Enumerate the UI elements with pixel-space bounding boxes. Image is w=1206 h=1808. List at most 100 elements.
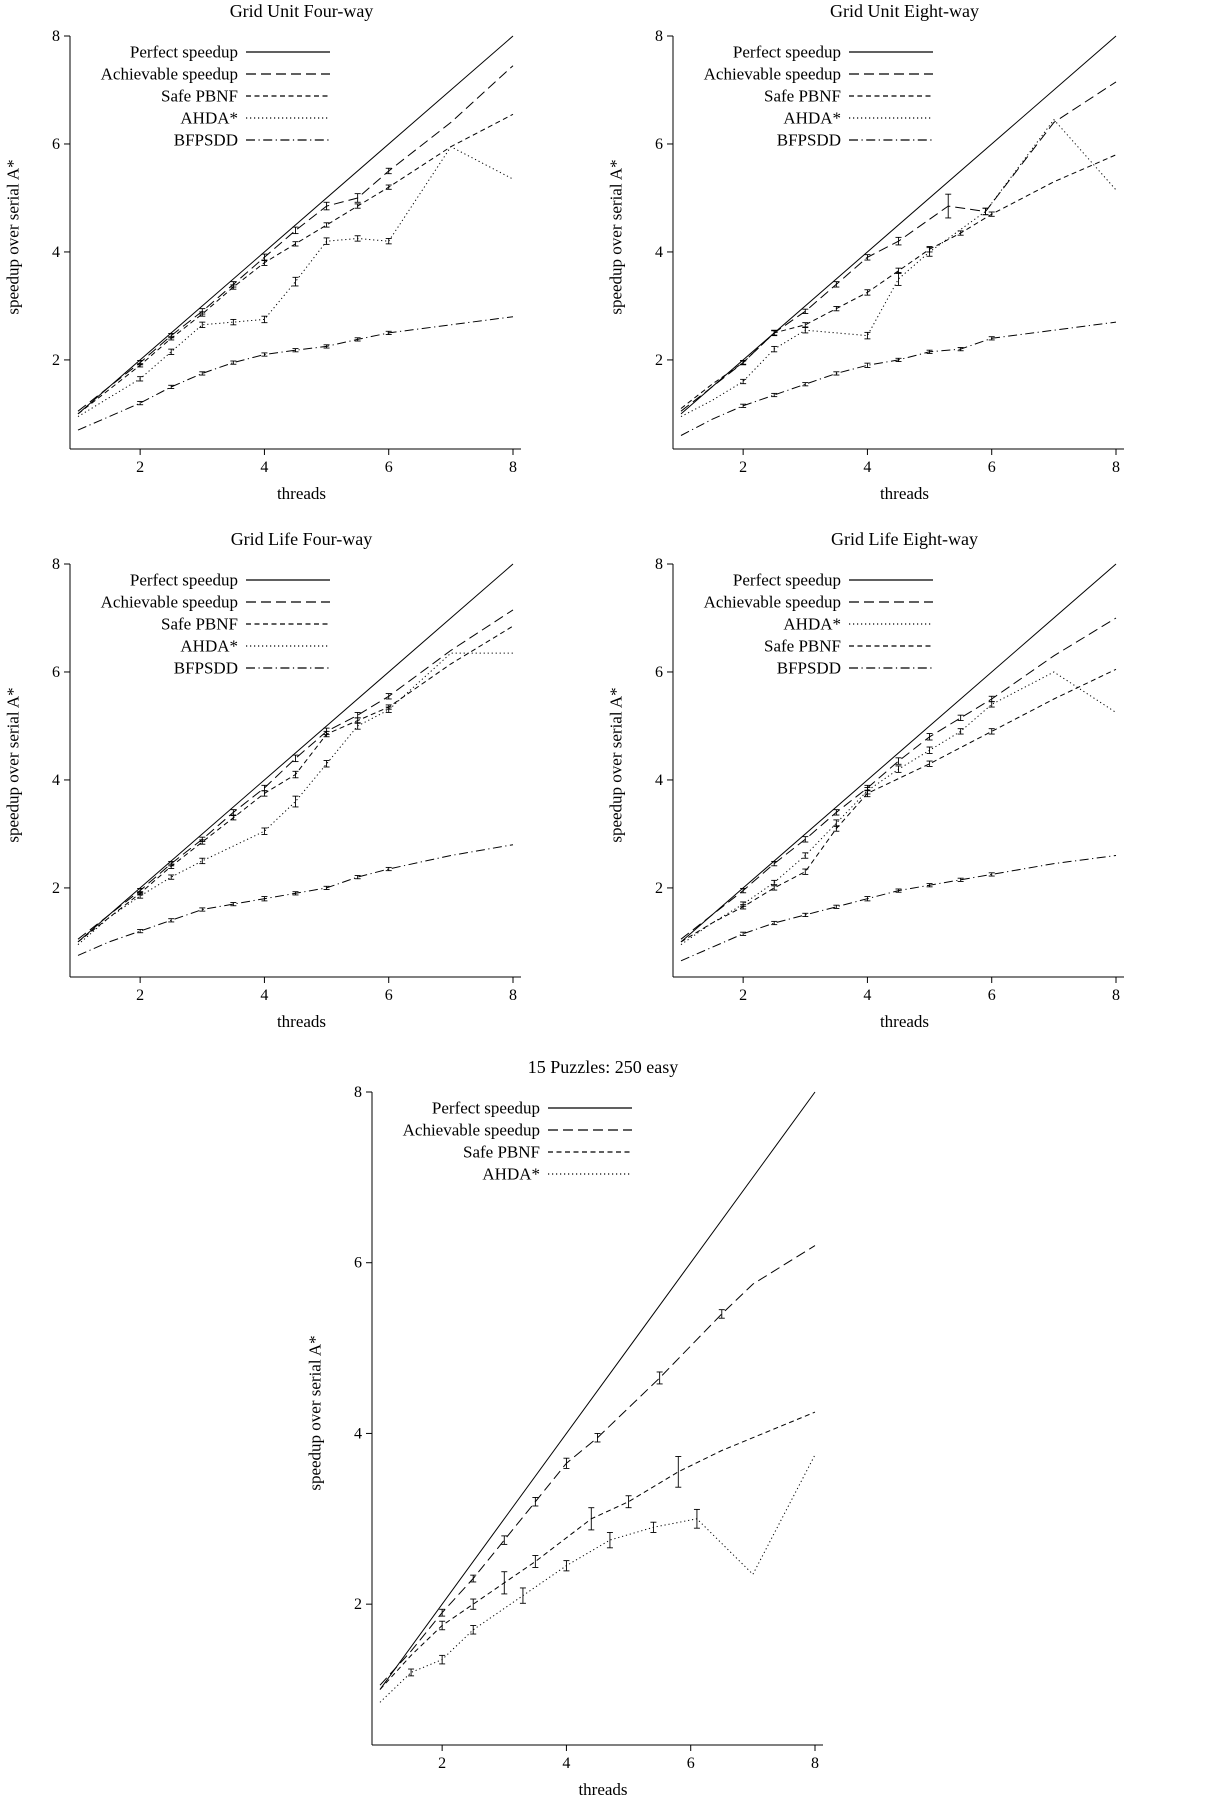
legend: Perfect speedup Achievable speedup Safe PB… xyxy=(704,43,933,150)
legend-label-ahda: AHDA* xyxy=(783,109,841,128)
x-axis-label: threads xyxy=(276,484,327,503)
chart-canvas: 2 4 6 8 2 4 6 8 Perfect speedup Achievable speedu… xyxy=(603,550,1206,1015)
error-bars-ahda xyxy=(137,706,392,899)
y-tick-label: 6 xyxy=(655,136,663,153)
legend-label-achievable-speedup: Achievable speedup xyxy=(402,1121,539,1140)
series-perfect-speedup xyxy=(680,563,1117,943)
chart-title: Grid Unit Eight-way xyxy=(830,1,979,21)
legend-label-perfect-speedup: Perfect speedup xyxy=(130,571,238,590)
error-bars-bfpsdd xyxy=(137,866,392,934)
series-safe-pbnf xyxy=(680,668,1117,943)
y-tick-label: 6 xyxy=(52,664,60,681)
legend-label-safe-pbnf: Safe PBNF xyxy=(161,87,238,106)
x-tick-label: 2 xyxy=(739,459,747,476)
y-tick-label: 4 xyxy=(52,244,60,261)
legend-label-achievable-speedup: Achievable speedup xyxy=(704,593,841,612)
legend-label-safe-pbnf: Safe PBNF xyxy=(161,615,238,634)
chart-cell-grid-unit-eight-way: Grid Unit Eight-way speedup over serial … xyxy=(603,0,1206,528)
y-tick-label: 2 xyxy=(655,880,663,897)
chart-canvas: 2 4 6 8 2 4 6 8 Perfect speedup Achievable speedu… xyxy=(603,22,1206,487)
series-perfect-speedup xyxy=(77,563,514,943)
chart-title: Grid Life Eight-way xyxy=(831,529,978,549)
x-tick-label: 8 xyxy=(1112,987,1120,1004)
legend-label-perfect-speedup: Perfect speedup xyxy=(733,571,841,590)
x-tick-label: 6 xyxy=(686,1755,694,1772)
legend-label-safe-pbnf: Safe PBNF xyxy=(463,1143,540,1162)
chart-canvas: 2 4 6 8 2 4 6 8 Perfect speedup Achievable speedu… xyxy=(302,1078,905,1783)
x-tick-label: 4 xyxy=(260,987,268,1004)
error-bars-safe-pbnf xyxy=(438,1456,681,1631)
y-tick-label: 2 xyxy=(52,352,60,369)
axes xyxy=(69,36,521,450)
x-tick-label: 2 xyxy=(739,987,747,1004)
legend-label-bfpsdd: BFPSDD xyxy=(174,131,238,150)
series-perfect-speedup xyxy=(77,35,514,415)
series-perfect-speedup xyxy=(680,35,1117,415)
series-bfpsdd xyxy=(680,855,1117,962)
legend-label-ahda: AHDA* xyxy=(180,637,238,656)
legend-label-achievable-speedup: Achievable speedup xyxy=(704,65,841,84)
axes xyxy=(672,36,1124,450)
legend-label-bfpsdd: BFPSDD xyxy=(777,131,841,150)
chart-cell-grid-unit-four-way: Grid Unit Four-way speedup over serial A… xyxy=(0,0,603,528)
chart-canvas: 2 4 6 8 2 4 6 8 Perfect speedup Achievable speedu… xyxy=(0,22,603,487)
series-safe-pbnf xyxy=(379,1411,815,1690)
chart-grid: Grid Unit Four-way speedup over serial A… xyxy=(0,0,1206,1031)
legend-label-ahda: AHDA* xyxy=(482,1165,540,1184)
axes xyxy=(69,564,521,978)
x-axis-label: threads xyxy=(276,1012,327,1031)
y-tick-label: 8 xyxy=(655,28,663,45)
x-axis-label: threads xyxy=(879,1012,930,1031)
series-bfpsdd xyxy=(77,844,514,956)
x-tick-label: 6 xyxy=(385,987,393,1004)
y-tick-label: 4 xyxy=(655,244,663,261)
error-bars-bfpsdd xyxy=(137,330,392,406)
legend-label-achievable-speedup: Achievable speedup xyxy=(101,65,238,84)
axes xyxy=(371,1092,823,1746)
chart-svg: 2 4 6 8 2 4 6 8 Perfect speedup Achievable speedu… xyxy=(655,28,1124,476)
chart-area: speedup over serial A* 2 4 6 8 2 4 6 8 Perfect s… xyxy=(0,22,603,482)
chart-svg: 2 4 6 8 2 4 6 8 Perfect speedup Achievable speedu… xyxy=(655,556,1124,1004)
legend-label-perfect-speedup: Perfect speedup xyxy=(733,43,841,62)
series-achievable-speedup xyxy=(379,1245,815,1686)
series-ahda xyxy=(680,671,1117,946)
x-tick-label: 8 xyxy=(811,1755,819,1772)
legend-label-safe-pbnf: Safe PBNF xyxy=(764,87,841,106)
series-safe-pbnf xyxy=(77,113,514,415)
y-tick-label: 4 xyxy=(52,772,60,789)
y-tick-label: 2 xyxy=(52,880,60,897)
x-tick-label: 6 xyxy=(988,459,996,476)
error-bars-ahda xyxy=(407,1508,700,1677)
error-bars-ahda xyxy=(740,207,989,385)
y-tick-label: 2 xyxy=(655,352,663,369)
legend-label-achievable-speedup: Achievable speedup xyxy=(101,593,238,612)
error-bars-achievable-speedup xyxy=(438,1309,725,1617)
legend-label-safe-pbnf: Safe PBNF xyxy=(764,637,841,656)
series-achievable-speedup xyxy=(77,65,514,412)
chart-title: Grid Life Four-way xyxy=(230,529,373,549)
error-bars-achievable-speedup xyxy=(740,193,989,365)
x-axis-label: threads xyxy=(578,1780,628,1799)
chart-cell-15-puzzles-250-easy: 15 Puzzles: 250 easy speedup over serial… xyxy=(302,1056,905,1806)
chart-svg: 2 4 6 8 2 4 6 8 Perfect speedup Achievable speedu… xyxy=(354,1084,823,1772)
error-bars-ahda xyxy=(740,701,995,907)
y-tick-label: 8 xyxy=(52,556,60,573)
series-bfpsdd xyxy=(680,321,1117,436)
chart-area: speedup over serial A* 2 4 6 8 2 4 6 8 Perfect s… xyxy=(0,550,603,1010)
chart-area: speedup over serial A* 2 4 6 8 2 4 6 8 Perfect s… xyxy=(603,22,1206,482)
x-tick-label: 4 xyxy=(863,987,871,1004)
legend-label-perfect-speedup: Perfect speedup xyxy=(431,1099,539,1118)
series-ahda xyxy=(77,652,513,945)
y-tick-label: 6 xyxy=(354,1255,362,1272)
chart-area: speedup over serial A* 2 4 6 8 2 4 6 8 Perfect s… xyxy=(603,550,1206,1010)
legend-label-bfpsdd: BFPSDD xyxy=(174,659,238,678)
x-tick-label: 2 xyxy=(136,987,144,1004)
chart-svg: 2 4 6 8 2 4 6 8 Perfect speedup Achievable speedu… xyxy=(52,28,521,476)
error-bars-safe-pbnf xyxy=(137,184,392,368)
axes xyxy=(672,564,1124,978)
error-bars-safe-pbnf xyxy=(740,728,995,910)
x-tick-label: 2 xyxy=(136,459,144,476)
chart-svg: 2 4 6 8 2 4 6 8 Perfect speedup Achievable speedu… xyxy=(52,556,521,1004)
legend: Perfect speedup Achievable speedup Safe PB… xyxy=(402,1099,632,1184)
chart-canvas: 2 4 6 8 2 4 6 8 Perfect speedup Achievable speedu… xyxy=(0,550,603,1015)
